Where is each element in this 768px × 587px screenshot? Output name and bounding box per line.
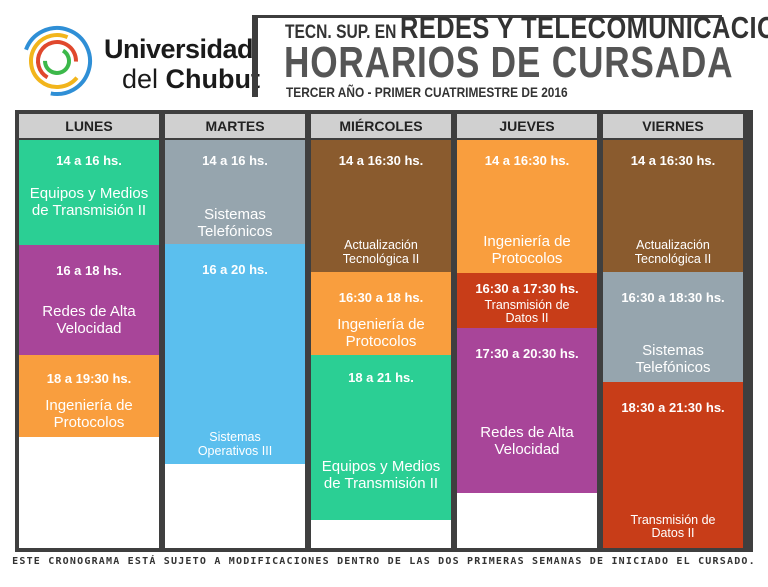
class-block: 16:30 a 17:30 hs. Transmisión de Datos I… bbox=[457, 273, 597, 328]
logo-line2-bold: Chubut bbox=[165, 64, 261, 94]
logo-rings-icon bbox=[22, 25, 92, 96]
class-block: 16:30 a 18 hs. Ingeniería de Protocolos bbox=[311, 272, 451, 355]
class-subject: Actualización Tecnológica II bbox=[342, 238, 420, 267]
class-subject: Equipos y Medios de Transmisión II bbox=[29, 185, 149, 220]
class-subject: Actualización Tecnológica II bbox=[634, 238, 712, 267]
disclaimer-footer: ESTE CRONOGRAMA ESTÁ SUJETO A MODIFICACI… bbox=[12, 556, 756, 567]
class-subject: Transmisión de Datos II bbox=[484, 298, 570, 326]
day-column-jueves: JUEVES 14 a 16:30 hs. Ingeniería de Prot… bbox=[457, 110, 597, 552]
class-time: 18:30 a 21:30 hs. bbox=[621, 400, 725, 415]
day-header: VIERNES bbox=[603, 114, 743, 138]
class-time: 14 a 16 hs. bbox=[202, 153, 268, 168]
class-block: 18 a 21 hs. Equipos y Medios de Transmis… bbox=[311, 355, 451, 520]
class-block: 18:30 a 21:30 hs. Transmisión de Datos I… bbox=[603, 382, 743, 548]
day-column-miercoles: MIÉRCOLES 14 a 16:30 hs. Actualización T… bbox=[311, 110, 451, 552]
logo-name-line2: del Chubut bbox=[122, 64, 260, 95]
class-subject: Equipos y Medios de Transmisión II bbox=[321, 458, 441, 493]
day-column-martes: MARTES 14 a 16 hs. Sistemas Telefónicos … bbox=[165, 110, 305, 552]
class-block: 14 a 16:30 hs. Actualización Tecnológica… bbox=[603, 140, 743, 272]
day-body: 14 a 16:30 hs. Actualización Tecnológica… bbox=[603, 140, 743, 548]
day-header: MARTES bbox=[165, 114, 305, 138]
class-block: 17:30 a 20:30 hs. Redes de Alta Velocida… bbox=[457, 328, 597, 493]
class-time: 14 a 16 hs. bbox=[56, 153, 122, 168]
class-time: 16:30 a 17:30 hs. bbox=[475, 281, 579, 296]
class-block: 16 a 20 hs. Sistemas Operativos III bbox=[165, 244, 305, 464]
logo-line2-prefix: del bbox=[122, 64, 159, 94]
class-block: 14 a 16:30 hs. Actualización Tecnológica… bbox=[311, 140, 451, 272]
class-subject: Ingeniería de Protocolos bbox=[337, 316, 425, 351]
day-body: 14 a 16 hs. Sistemas Telefónicos 16 a 20… bbox=[165, 140, 305, 548]
class-block: 16:30 a 18:30 hs. Sistemas Telefónicos bbox=[603, 272, 743, 382]
day-body: 14 a 16:30 hs. Ingeniería de Protocolos … bbox=[457, 140, 597, 548]
class-time: 17:30 a 20:30 hs. bbox=[475, 346, 579, 361]
class-subject: Redes de Alta Velocidad bbox=[42, 303, 136, 338]
class-time: 14 a 16:30 hs. bbox=[630, 153, 716, 168]
class-block: 18 a 19:30 hs. Ingeniería de Protocolos bbox=[19, 355, 159, 437]
class-time: 16:30 a 18:30 hs. bbox=[621, 290, 725, 305]
class-subject: Transmisión de Datos II bbox=[630, 513, 716, 541]
day-header: LUNES bbox=[19, 114, 159, 138]
day-body: 14 a 16:30 hs. Actualización Tecnológica… bbox=[311, 140, 451, 548]
logo-name-line1: Universidad bbox=[104, 34, 254, 64]
day-column-viernes: VIERNES 14 a 16:30 hs. Actualización Tec… bbox=[603, 110, 743, 552]
class-subject: Redes de Alta Velocidad bbox=[480, 424, 574, 459]
page-title: HORARIOS DE CURSADA bbox=[284, 38, 734, 87]
class-subject: Ingeniería de Protocolos bbox=[45, 397, 133, 432]
title-accent-line bbox=[252, 15, 722, 18]
class-subject: Ingeniería de Protocolos bbox=[483, 233, 571, 268]
day-column-lunes: LUNES 14 a 16 hs. Equipos y Medios de Tr… bbox=[19, 110, 159, 552]
class-block: 14 a 16 hs. Sistemas Telefónicos bbox=[165, 140, 305, 244]
class-subject: Sistemas Telefónicos bbox=[635, 342, 711, 377]
day-header: MIÉRCOLES bbox=[311, 114, 451, 138]
program-name: REDES Y TELECOMUNICACIONES bbox=[400, 10, 768, 45]
class-block: 16 a 18 hs. Redes de Alta Velocidad bbox=[19, 245, 159, 355]
program-prefix: TECN. SUP. EN bbox=[285, 22, 397, 43]
class-time: 14 a 16:30 hs. bbox=[338, 153, 424, 168]
university-logo: Universidad del Chubut bbox=[20, 20, 260, 100]
class-time: 16 a 20 hs. bbox=[202, 262, 268, 277]
class-subject: Sistemas Operativos III bbox=[197, 430, 273, 459]
class-block: 14 a 16:30 hs. Ingeniería de Protocolos bbox=[457, 140, 597, 273]
page-subtitle: TERCER AÑO - PRIMER CUATRIMESTRE DE 2016 bbox=[286, 84, 568, 100]
class-subject: Sistemas Telefónicos bbox=[197, 206, 273, 241]
schedule-grid: LUNES 14 a 16 hs. Equipos y Medios de Tr… bbox=[15, 110, 753, 552]
class-block: 14 a 16 hs. Equipos y Medios de Transmis… bbox=[19, 140, 159, 245]
class-time: 18 a 21 hs. bbox=[348, 370, 414, 385]
class-time: 18 a 19:30 hs. bbox=[46, 371, 132, 386]
class-time: 16:30 a 18 hs. bbox=[338, 290, 424, 305]
day-header: JUEVES bbox=[457, 114, 597, 138]
class-time: 14 a 16:30 hs. bbox=[484, 153, 570, 168]
title-accent-bar bbox=[252, 15, 258, 97]
class-time: 16 a 18 hs. bbox=[56, 263, 122, 278]
day-body: 14 a 16 hs. Equipos y Medios de Transmis… bbox=[19, 140, 159, 548]
program-title: TECN. SUP. EN REDES Y TELECOMUNICACIONES bbox=[285, 10, 768, 46]
